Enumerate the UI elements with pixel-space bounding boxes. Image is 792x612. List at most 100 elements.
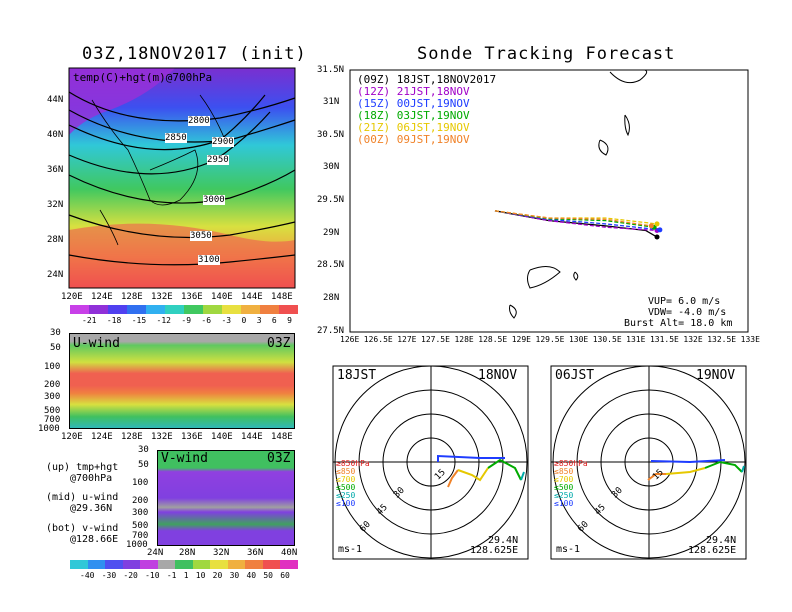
vwind-cb-tick: 20 xyxy=(212,571,223,580)
track-lon-tick: 131.5E xyxy=(649,335,679,344)
vwind-cb-tick: -10 xyxy=(145,571,160,580)
legend-entry: (12Z) 21JST,18NOV xyxy=(357,86,496,98)
contour-2900-line xyxy=(68,94,266,151)
map-lat-tick: 40N xyxy=(47,130,64,140)
vwind-cb-tick: -40 xyxy=(80,571,95,580)
vwind-label: V-wind xyxy=(161,451,208,466)
uwind-lon-tick: 140E xyxy=(211,432,233,442)
vwind-p-tick: 500 xyxy=(132,521,149,531)
hodo2-lon: 128.625E xyxy=(688,545,737,556)
uwind-lon-tick: 128E xyxy=(121,432,143,442)
hodograph-trace-250 xyxy=(741,465,745,473)
uwind-p-tick: 300 xyxy=(44,392,61,402)
track-endpoint xyxy=(648,223,654,229)
legend-time: 06JST,19NOV xyxy=(396,121,470,134)
temp-cb-tick: 3 xyxy=(256,316,262,325)
track-lat-tick: 29.5N xyxy=(317,195,345,205)
track-lon-tick: 132.5E xyxy=(707,335,737,344)
track-lon-tick: 130E xyxy=(568,335,589,344)
track-lon-tick: 130.5E xyxy=(592,335,622,344)
track-lon-tick: 128.5E xyxy=(478,335,508,344)
track-lon-tick: 128E xyxy=(454,335,474,344)
map-lat-tick: 24N xyxy=(47,270,64,280)
vwind-cb-tick: 10 xyxy=(195,571,206,580)
vwind-cb-tick: -20 xyxy=(123,571,138,580)
map-lon-tick: 132E xyxy=(151,292,173,302)
hodograph-trace-700 xyxy=(665,467,706,475)
hodo1-date: 18NOV xyxy=(478,368,518,383)
uwind-p-tick: 200 xyxy=(44,380,61,390)
legend-code: (21Z) xyxy=(357,121,391,134)
hodograph-trace-250 xyxy=(520,471,525,481)
island-outline xyxy=(527,266,561,289)
hodo2-level: ≥850hPa xyxy=(554,459,588,468)
track-lon-tick: 127.5E xyxy=(421,335,450,344)
hodo2-level: ≤850 xyxy=(554,467,574,476)
hodo1-level: ≤850 xyxy=(336,467,356,476)
uwind-time: 03Z xyxy=(267,336,291,351)
hodo2-lat: 29.4N xyxy=(706,535,737,546)
uwind-lon-tick: 120E xyxy=(61,432,83,442)
legend-code: (15Z) xyxy=(357,97,391,110)
track-lat-tick: 28.5N xyxy=(317,260,345,270)
hodo2-time: 06JST xyxy=(555,368,595,383)
track-endpoint xyxy=(654,234,660,240)
vdw-text: VDW= -4.0 m/s xyxy=(648,307,727,318)
note-up-line2: @700hPa xyxy=(70,473,113,484)
map-frame xyxy=(68,67,296,289)
legend-code: (09Z) xyxy=(357,73,391,86)
map-lon-tick: 148E xyxy=(271,292,293,302)
vwind-field xyxy=(157,450,295,546)
contour-label-3100: 3100 xyxy=(198,255,220,265)
legend-time: 18JST,18NOV2017 xyxy=(396,73,497,86)
burst-alt-text: Burst Alt= 18.0 km xyxy=(624,318,733,329)
island-outline xyxy=(598,139,609,156)
vwind-p-tick: 30 xyxy=(138,445,149,455)
map-lon-tick: 128E xyxy=(121,292,143,302)
track-lat-tick: 27.5N xyxy=(317,326,345,336)
uwind-p-tick: 30 xyxy=(50,328,61,338)
map-lat-tick: 36N xyxy=(47,165,64,175)
vwind-p-tick: 1000 xyxy=(126,540,148,550)
temp-cb-tick: -15 xyxy=(131,316,147,325)
hodograph-trace-700 xyxy=(457,467,489,482)
vwind-lat-tick: 24N xyxy=(147,548,164,558)
hodograph-trace-850 xyxy=(447,469,459,488)
temp-cb-tick: 9 xyxy=(287,316,292,325)
vwind-cb-tick: 60 xyxy=(280,571,290,580)
contour-label-2800: 2800 xyxy=(188,116,210,126)
note-mid-line1: (mid) u-wind xyxy=(46,492,119,503)
vwind-time: 03Z xyxy=(267,451,291,466)
hodo1-time: 18JST xyxy=(337,368,377,383)
track-lat-tick: 29N xyxy=(323,228,340,238)
contour-2950-line xyxy=(68,111,271,175)
vwind-p-tick: 200 xyxy=(132,496,149,506)
contour-label-3050: 3050 xyxy=(190,231,212,241)
island-outline xyxy=(573,271,579,281)
hodograph-1 xyxy=(332,365,529,560)
legend-entry: (15Z) 00JST,19NOV xyxy=(357,98,496,110)
legend-time: 00JST,19NOV xyxy=(396,97,470,110)
uwind-lon-tick: 132E xyxy=(151,432,173,442)
hodo1-level: ≤700 xyxy=(336,475,356,484)
temp-cb-tick: -21 xyxy=(82,316,97,325)
vwind-cb-tick: -1 xyxy=(166,571,177,580)
temp-cb-tick: 0 xyxy=(241,316,247,325)
legend-time: 03JST,19NOV xyxy=(396,109,470,122)
vwind-p-tick: 700 xyxy=(132,531,149,541)
track-lat-tick: 30.5N xyxy=(317,130,345,140)
island-outline xyxy=(624,114,630,137)
hodo1-unit: ms-1 xyxy=(338,544,363,555)
vwind-p-tick: 300 xyxy=(132,508,149,518)
track-lon-tick: 129E xyxy=(511,335,531,344)
note-bot-line2: @128.66E xyxy=(70,534,119,545)
map-lat-tick: 44N xyxy=(47,95,64,105)
track-lon-tick: 133E xyxy=(740,335,760,344)
temp-cb-tick: 6 xyxy=(271,316,277,325)
track-series-line xyxy=(494,210,652,227)
cold-core xyxy=(69,68,175,135)
legend-entry: (21Z) 06JST,19NOV xyxy=(357,122,496,134)
